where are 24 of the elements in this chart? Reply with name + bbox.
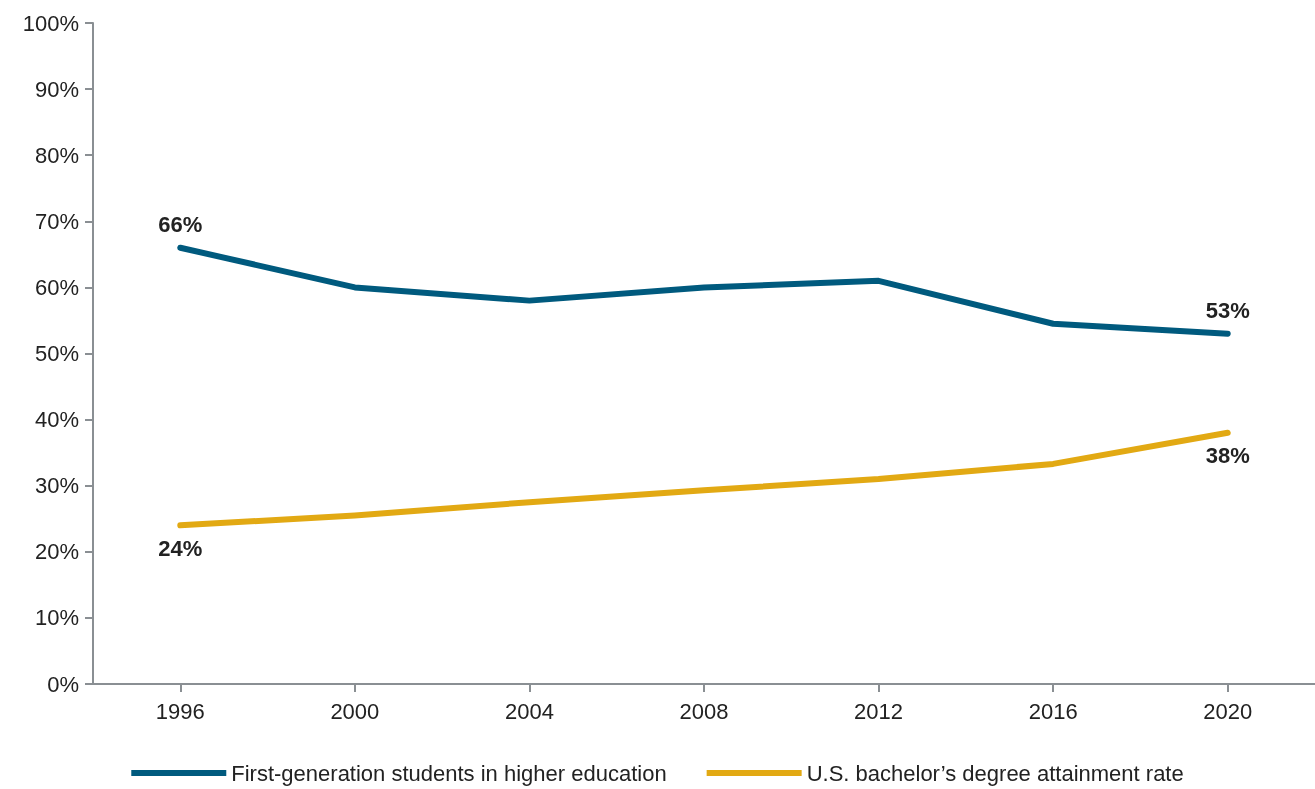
y-tick-label: 40% [34,407,79,433]
y-tick-label: 30% [34,473,79,499]
x-tick-label: 2008 [679,698,729,724]
data-label: 66% [158,212,203,238]
data-label: 53% [1205,298,1250,324]
y-tick-label: 50% [34,341,79,366]
data-label: 24% [158,535,203,561]
legend-label: First-generation students in higher education [231,760,667,786]
y-tick-label: 10% [34,605,79,631]
x-tick-label: 2012 [854,698,904,724]
x-tick-label: 1996 [155,698,205,724]
y-tick-label: 70% [34,208,79,234]
x-tick-label: 2000 [330,698,380,724]
x-tick-label: 2020 [1203,698,1253,724]
legend-label: U.S. bachelor’s degree attainment rate [806,760,1184,786]
y-tick-label: 100% [22,10,79,36]
y-tick-label: 90% [34,76,79,102]
x-tick-label: 2004 [504,698,554,724]
x-tick-label: 2016 [1028,698,1078,724]
data-label: 38% [1205,443,1250,469]
y-tick-label: 60% [34,274,79,300]
y-tick-label: 0% [47,671,79,697]
y-tick-label: 20% [34,539,79,565]
y-tick-label: 80% [34,142,79,168]
